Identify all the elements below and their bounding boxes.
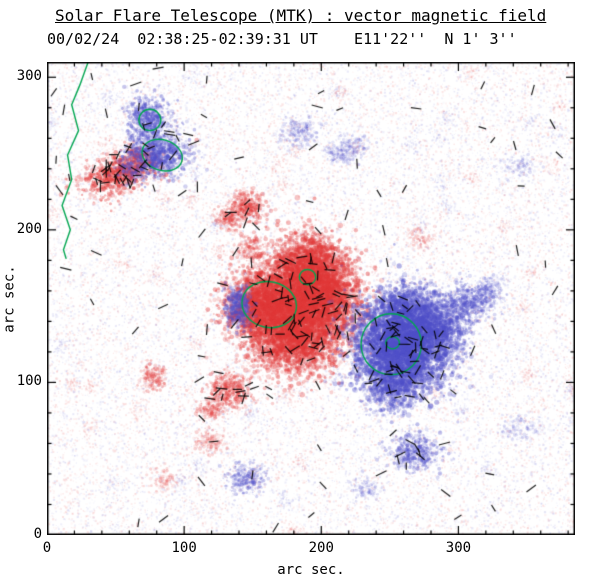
y-tick-label: 0 (33, 526, 42, 543)
x-tick-label: 200 (308, 540, 334, 556)
x-axis-label: arc sec. (277, 562, 345, 578)
plot-area (47, 62, 575, 535)
magnetogram-canvas (47, 62, 575, 535)
y-axis-label: arc sec. (2, 264, 18, 333)
x-tick-label: 100 (171, 540, 197, 556)
y-axis-label-wrap: arc sec. (0, 62, 20, 535)
chart-title: Solar Flare Telescope (MTK) : vector mag… (55, 6, 547, 25)
x-tick-label: 0 (42, 540, 52, 556)
chart-subtitle: 00/02/24 02:38:25-02:39:31 UT E11'22'' N… (47, 30, 517, 48)
y-tick-label: 100 (16, 373, 42, 390)
y-tick-label: 300 (16, 68, 42, 85)
y-tick-label: 200 (16, 221, 42, 238)
x-tick-label: 300 (445, 540, 472, 556)
